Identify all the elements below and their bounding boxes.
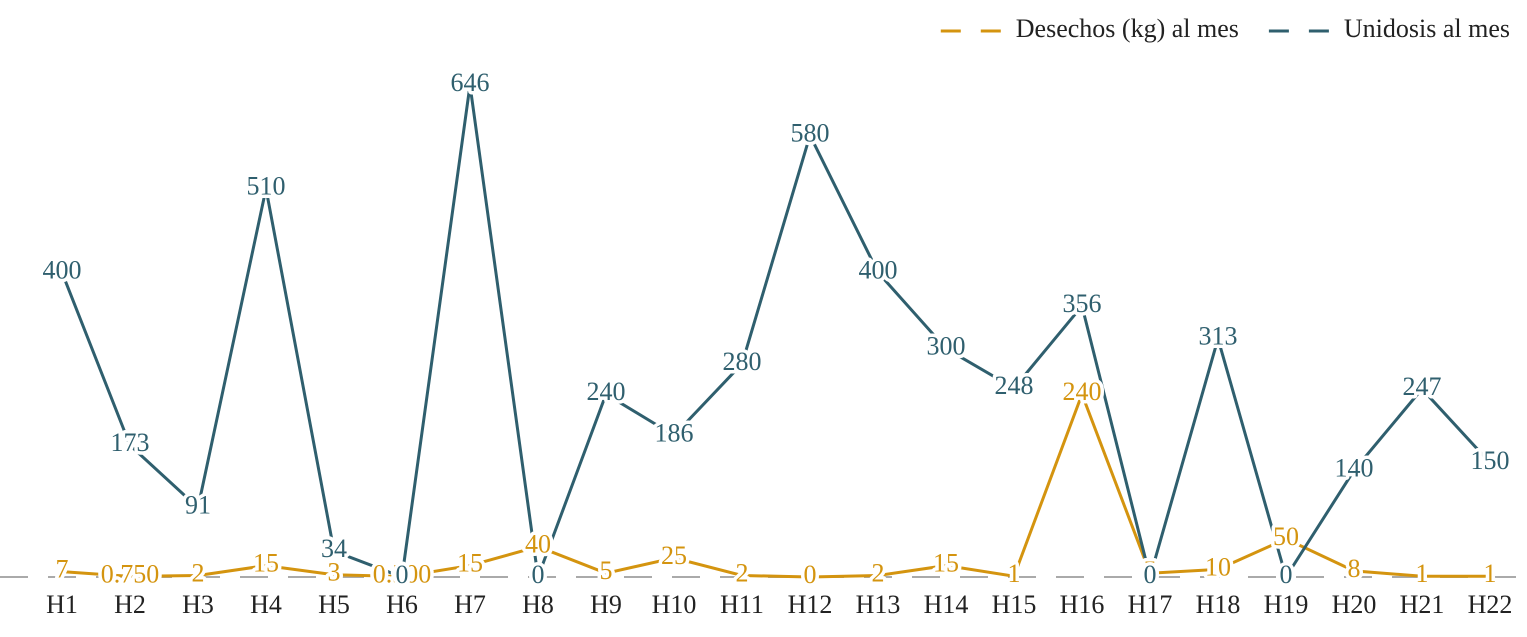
x-tick-label: H17 [1128, 590, 1173, 619]
data-label: 15 [457, 549, 483, 578]
x-tick-label: H12 [788, 590, 833, 619]
data-label: 0 [804, 560, 817, 589]
data-label: 400 [43, 255, 82, 284]
data-label: 300 [927, 332, 966, 361]
data-label: 2 [192, 558, 205, 587]
data-label: 173 [111, 428, 150, 457]
legend-label: Unidosis al mes [1344, 14, 1510, 43]
data-label: 50 [1273, 522, 1299, 551]
series-line [61, 390, 1490, 579]
data-label: 0 [396, 560, 409, 589]
data-label: 140 [1335, 453, 1374, 482]
x-tick-label: H10 [652, 590, 697, 619]
data-label: 3 [328, 558, 341, 587]
data-label: 240 [1063, 377, 1102, 406]
data-label: 0 [532, 560, 545, 589]
data-label: 356 [1063, 289, 1102, 318]
data-label: 15 [933, 549, 959, 578]
x-tick-label: H9 [590, 590, 622, 619]
data-label: 280 [723, 347, 762, 376]
x-tick-label: H6 [386, 590, 418, 619]
x-tick-label: H14 [924, 590, 969, 619]
data-label: 240 [587, 377, 626, 406]
data-label: 0 [1144, 560, 1157, 589]
data-label: 5 [600, 556, 613, 585]
x-tick-label: H1 [46, 590, 78, 619]
data-label: 1 [1008, 559, 1021, 588]
x-tick-label: H2 [114, 590, 146, 619]
data-label: 580 [791, 118, 830, 147]
x-tick-label: H11 [720, 590, 764, 619]
data-label: 510 [247, 172, 286, 201]
data-label: 1 [1416, 559, 1429, 588]
x-tick-label: H5 [318, 590, 350, 619]
data-label: 2 [872, 558, 885, 587]
data-label: 150 [1471, 446, 1510, 475]
data-label: 0.500 [373, 560, 432, 589]
x-tick-label: H20 [1332, 590, 1377, 619]
data-label: 15 [253, 549, 279, 578]
x-tick-label: H21 [1400, 590, 1445, 619]
data-label: 400 [859, 255, 898, 284]
series-line [60, 84, 1492, 583]
legend-label: Desechos (kg) al mes [1016, 14, 1239, 43]
data-label: 313 [1199, 322, 1238, 351]
data-label: 0.750 [101, 559, 160, 588]
data-label: 0 [1280, 560, 1293, 589]
x-tick-label: H4 [250, 590, 282, 619]
data-label: 5 [1144, 556, 1157, 585]
data-label: 646 [451, 68, 490, 97]
x-tick-label: H18 [1196, 590, 1241, 619]
x-tick-label: H19 [1264, 590, 1309, 619]
x-tick-label: H13 [856, 590, 901, 619]
data-label: 7 [56, 555, 69, 584]
data-label: 248 [995, 371, 1034, 400]
data-label: 10 [1205, 552, 1231, 581]
data-label: 8 [1348, 554, 1361, 583]
data-label: 2 [736, 558, 749, 587]
x-tick-label: H3 [182, 590, 214, 619]
data-label: 247 [1403, 372, 1442, 401]
data-label: 91 [185, 491, 211, 520]
x-tick-label: H7 [454, 590, 486, 619]
data-label: 186 [655, 418, 694, 447]
x-tick-label: H16 [1060, 590, 1105, 619]
data-label: 25 [661, 541, 687, 570]
x-tick-label: H22 [1468, 590, 1513, 619]
data-label: 1 [1484, 559, 1497, 588]
data-label: 34 [321, 534, 347, 563]
x-tick-label: H8 [522, 590, 554, 619]
x-tick-label: H15 [992, 590, 1037, 619]
data-label: 40 [525, 530, 551, 559]
